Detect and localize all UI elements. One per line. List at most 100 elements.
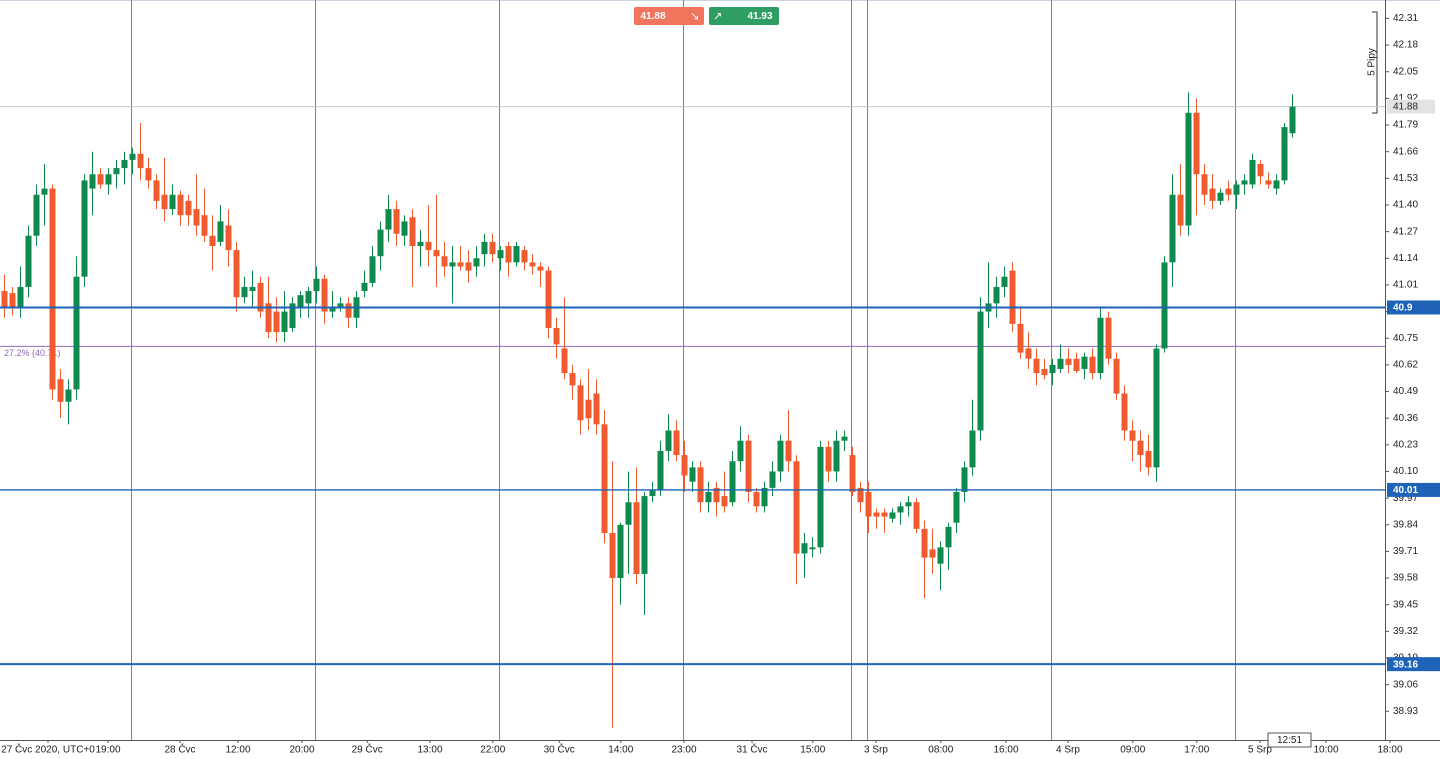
candle-body (241, 286, 248, 298)
candle-body (1137, 440, 1144, 456)
x-tick-label: 31 Čvc (736, 743, 767, 756)
candle-body (153, 180, 160, 201)
current-price-tag (1387, 99, 1435, 114)
buy-arrow: ↗ (713, 10, 722, 22)
candle-body (505, 245, 512, 263)
candle-body (305, 291, 312, 304)
candle-body (745, 440, 752, 492)
y-tick-label: 39.58 (1393, 573, 1418, 584)
buy-button[interactable] (709, 7, 779, 25)
time-axis: 27 Čvc 2020, UTC+0 19:00 28 Čvc 12:00 20:00 2… (1, 740, 1403, 756)
level-label: 40.01 (1393, 485, 1418, 496)
candle-body (1273, 180, 1280, 189)
candle-body (201, 215, 208, 236)
candle-body (321, 278, 328, 312)
x-tick-label: 12:00 (225, 745, 250, 756)
candle-body (1129, 430, 1136, 441)
candle-body (801, 543, 808, 554)
y-tick-label: 41.40 (1393, 200, 1418, 211)
candle-body (769, 471, 776, 488)
level-label: 40.9 (1393, 303, 1413, 314)
candle-body (73, 276, 80, 390)
candle-body (545, 270, 552, 328)
level-tag (1387, 482, 1440, 497)
candle-body (953, 491, 960, 523)
x-tick-label: 28 Čvc (164, 743, 195, 756)
candle-body (865, 491, 872, 517)
sell-arrow: ↘ (690, 10, 699, 22)
candle-body (281, 311, 288, 333)
candle-body (753, 491, 760, 507)
x-tick-label: 20:00 (289, 745, 314, 756)
candle-body (569, 373, 576, 386)
price-axis: 42.31 42.18 42.05 41.92 41.79 41.66 41.53 41.40… (1385, 13, 1418, 717)
y-tick-label: 42.31 (1393, 13, 1418, 24)
candle-body (377, 229, 384, 257)
candle-body (97, 174, 104, 185)
time-label: 12:51 (1277, 735, 1302, 746)
x-tick-label: 13:00 (417, 745, 442, 756)
candle-body (785, 440, 792, 462)
fib-label: 27.2% (40.71) (4, 348, 61, 358)
candle-body (113, 168, 120, 175)
candle-body (1249, 159, 1256, 185)
candle-body (289, 303, 296, 328)
candle-body (9, 293, 16, 308)
candle-body (329, 307, 336, 312)
candle-body (1241, 180, 1248, 185)
candle-body (849, 455, 856, 492)
candle-body (1225, 188, 1232, 195)
y-tick-label: 41.66 (1393, 146, 1418, 157)
candle-body (905, 502, 912, 507)
candle-body (585, 399, 592, 419)
candle-body (441, 256, 448, 267)
candle-body (193, 209, 200, 226)
candle-body (1169, 194, 1176, 263)
candle-body (1057, 358, 1064, 369)
buy-price[interactable]: 41.93 (747, 11, 772, 22)
candle-body (1001, 276, 1008, 287)
candle-body (649, 489, 656, 497)
sell-button[interactable] (634, 7, 704, 25)
candle-body (537, 266, 544, 271)
candle-body (641, 496, 648, 574)
candle-body (337, 303, 344, 308)
x-tick-label: 29 Čvc (352, 743, 383, 756)
period-separators (131, 0, 1236, 740)
candle-body (881, 512, 888, 517)
y-tick-label: 42.18 (1393, 40, 1418, 51)
candle-body (473, 258, 480, 267)
x-tick-label: 09:00 (1120, 745, 1145, 756)
candles (1, 92, 1296, 728)
candle-body (1121, 393, 1128, 431)
candle-body (961, 467, 968, 492)
candle-body (737, 440, 744, 462)
candle-body (777, 440, 784, 472)
x-tick-label: 19:00 (95, 745, 120, 756)
candle-body (721, 496, 728, 507)
y-tick-label: 39.45 (1393, 599, 1418, 610)
candle-body (993, 286, 1000, 304)
y-tick-label: 40.23 (1393, 439, 1418, 450)
sell-price[interactable]: 41.88 (640, 11, 665, 22)
candle-body (161, 194, 168, 210)
candle-body (105, 174, 112, 185)
pip-scale-label: 5 Pipy (1367, 48, 1378, 76)
candle-body (1161, 262, 1168, 349)
y-tick-label: 41.92 (1393, 93, 1418, 104)
candle-body (369, 256, 376, 283)
candle-body (65, 389, 72, 402)
candle-body (1185, 112, 1192, 226)
y-tick-label: 41.79 (1393, 120, 1418, 131)
candle-body (1193, 112, 1200, 175)
candle-body (89, 174, 96, 189)
candle-body (209, 235, 216, 246)
candle-body (345, 303, 352, 318)
candle-body (1289, 106, 1296, 134)
candle-body (1097, 317, 1104, 374)
candle-body (857, 487, 864, 503)
candle-body (129, 153, 136, 160)
candle-body (297, 295, 304, 308)
